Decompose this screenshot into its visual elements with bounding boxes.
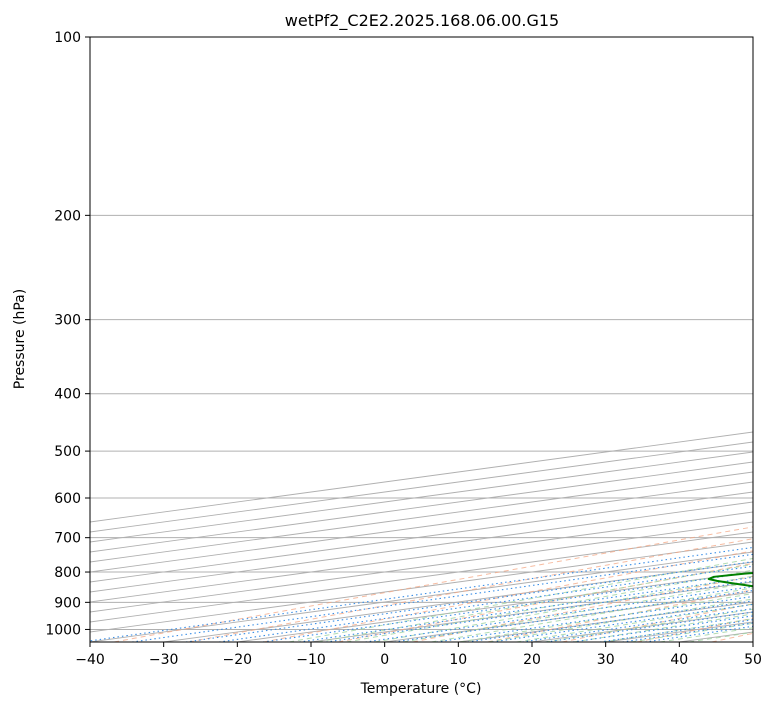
- x-axis: −40 −30 −20 −10 0 10 20 30 40 50: [75, 642, 762, 668]
- x-tick-label: −10: [296, 652, 326, 668]
- x-tick-label: 0: [380, 652, 389, 668]
- mixing-ratio-line: [131, 553, 753, 642]
- isotherm-line: [90, 511, 753, 603]
- dry-adiabat: [263, 550, 753, 642]
- x-tick-label: −40: [75, 652, 105, 668]
- moist-adiabat: [403, 581, 753, 642]
- y-tick-label: 100: [54, 30, 81, 46]
- chart-title: wetPf2_C2E2.2025.168.06.00.G15: [285, 11, 559, 31]
- mixing-ratio-layer: [90, 546, 753, 642]
- x-tick-label: 40: [670, 652, 688, 668]
- isotherm-line: [90, 451, 753, 543]
- moist-adiabat: [459, 592, 753, 642]
- series-layer: [707, 571, 753, 588]
- mixing-ratio-line: [185, 561, 753, 642]
- y-tick-label: 500: [54, 444, 81, 460]
- isotherm-line: [90, 501, 753, 593]
- y-tick-label: 600: [54, 491, 81, 507]
- x-tick-label: 20: [523, 652, 541, 668]
- x-tick-label: −30: [149, 652, 179, 668]
- dry-adiabat: [188, 538, 753, 642]
- isotherm-line: [90, 471, 753, 563]
- isotherm-line: [90, 521, 753, 613]
- plot-frame: [89, 36, 754, 643]
- x-axis-label: Temperature (°C): [360, 681, 482, 697]
- moist-adiabat: [374, 575, 753, 642]
- y-axis-label: Pressure (hPa): [12, 289, 28, 389]
- y-tick-label: 900: [54, 595, 81, 611]
- y-tick-label: 400: [54, 387, 81, 403]
- x-tick-label: −20: [223, 652, 253, 668]
- y-axis: 100 200 300 400 500 600 700 800 900 1000: [45, 30, 90, 638]
- y-tick-label: 800: [54, 565, 81, 581]
- moist-adiabat: [431, 587, 753, 642]
- y-tick-label: 700: [54, 531, 81, 547]
- moist-adiabat: [487, 598, 753, 642]
- isotherm-line: [90, 531, 753, 623]
- x-tick-label: 50: [744, 652, 762, 668]
- grid-layer: [90, 37, 753, 642]
- mixing-ratio-line: [218, 565, 753, 642]
- x-tick-label: 30: [597, 652, 615, 668]
- plot-background: [90, 37, 753, 642]
- mixing-ratio-line: [262, 571, 753, 642]
- y-tick-label: 300: [54, 313, 81, 329]
- x-tick-label: 10: [449, 652, 467, 668]
- y-tick-label: 1000: [45, 622, 81, 638]
- isotherm-line: [90, 461, 753, 553]
- isotherm-line: [752, 641, 753, 642]
- y-tick-label: 200: [54, 208, 81, 224]
- isotherm-line: [90, 481, 753, 573]
- isotherm-line: [90, 491, 753, 583]
- dry-adiabat: [412, 575, 753, 642]
